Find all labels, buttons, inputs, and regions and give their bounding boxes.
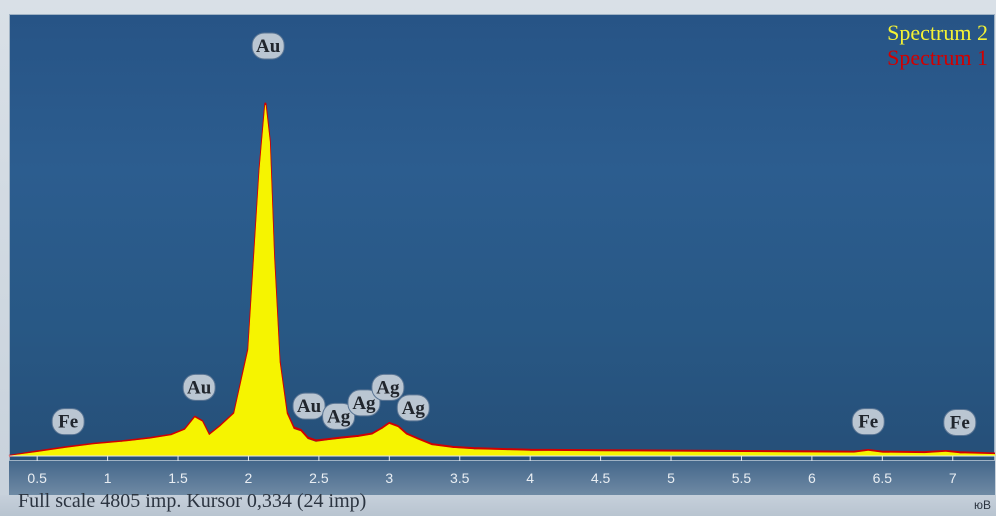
x-tick-label: 3	[385, 470, 393, 486]
x-tick-label: 6	[808, 470, 816, 486]
peak-label-bubble	[322, 402, 356, 430]
x-axis-band	[9, 461, 995, 495]
series-spectrum-1-line	[8, 102, 996, 458]
peak-label-bubble	[371, 373, 405, 401]
x-tick-label: 6.5	[873, 470, 893, 486]
status-bar	[0, 495, 996, 516]
x-tick-label: 3.5	[450, 470, 470, 486]
peak-label-bubble	[347, 389, 381, 417]
peak-label-bubble	[51, 408, 85, 436]
legend: Spectrum 2 Spectrum 1	[887, 20, 988, 70]
status-text: Full scale 4805 imp. Kursor 0,334 (24 im…	[18, 490, 367, 512]
peak-label: Ag	[327, 406, 351, 427]
peak-label-bubble	[943, 408, 977, 436]
x-tick-label: 1.5	[168, 470, 188, 486]
peak-label-bubble	[251, 32, 285, 60]
peak-label: Fe	[950, 412, 970, 433]
x-tick-label: 4.5	[591, 470, 611, 486]
legend-item-spectrum-2: Spectrum 2	[887, 20, 988, 45]
series-spectrum-2-area	[8, 105, 996, 457]
peak-label: Au	[256, 36, 281, 57]
x-tick-label: 4	[526, 470, 534, 486]
x-tick-label: 5.5	[732, 470, 752, 486]
x-tick-label: 7	[949, 470, 957, 486]
peak-label: Ag	[352, 393, 376, 414]
peak-label-bubble	[396, 394, 430, 422]
peak-label: Ag	[402, 398, 426, 419]
peak-label: Fe	[58, 412, 78, 433]
peak-label: Au	[187, 377, 212, 398]
peak-label-bubble	[851, 408, 885, 436]
x-tick-label: 5	[667, 470, 675, 486]
legend-item-spectrum-1: Spectrum 1	[887, 45, 988, 70]
peak-label: Au	[297, 396, 322, 417]
x-tick-label: 1	[104, 470, 112, 486]
plot-area[interactable]	[9, 14, 995, 461]
x-unit-label: юВ	[973, 498, 991, 512]
peak-label: Fe	[858, 412, 878, 433]
peak-label-bubble	[292, 392, 326, 420]
peak-label-bubble	[182, 373, 216, 401]
x-tick-label: 2.5	[309, 470, 329, 486]
peak-label: Ag	[376, 377, 400, 398]
x-tick-label: 2	[245, 470, 253, 486]
x-tick-label: 0.5	[27, 470, 47, 486]
